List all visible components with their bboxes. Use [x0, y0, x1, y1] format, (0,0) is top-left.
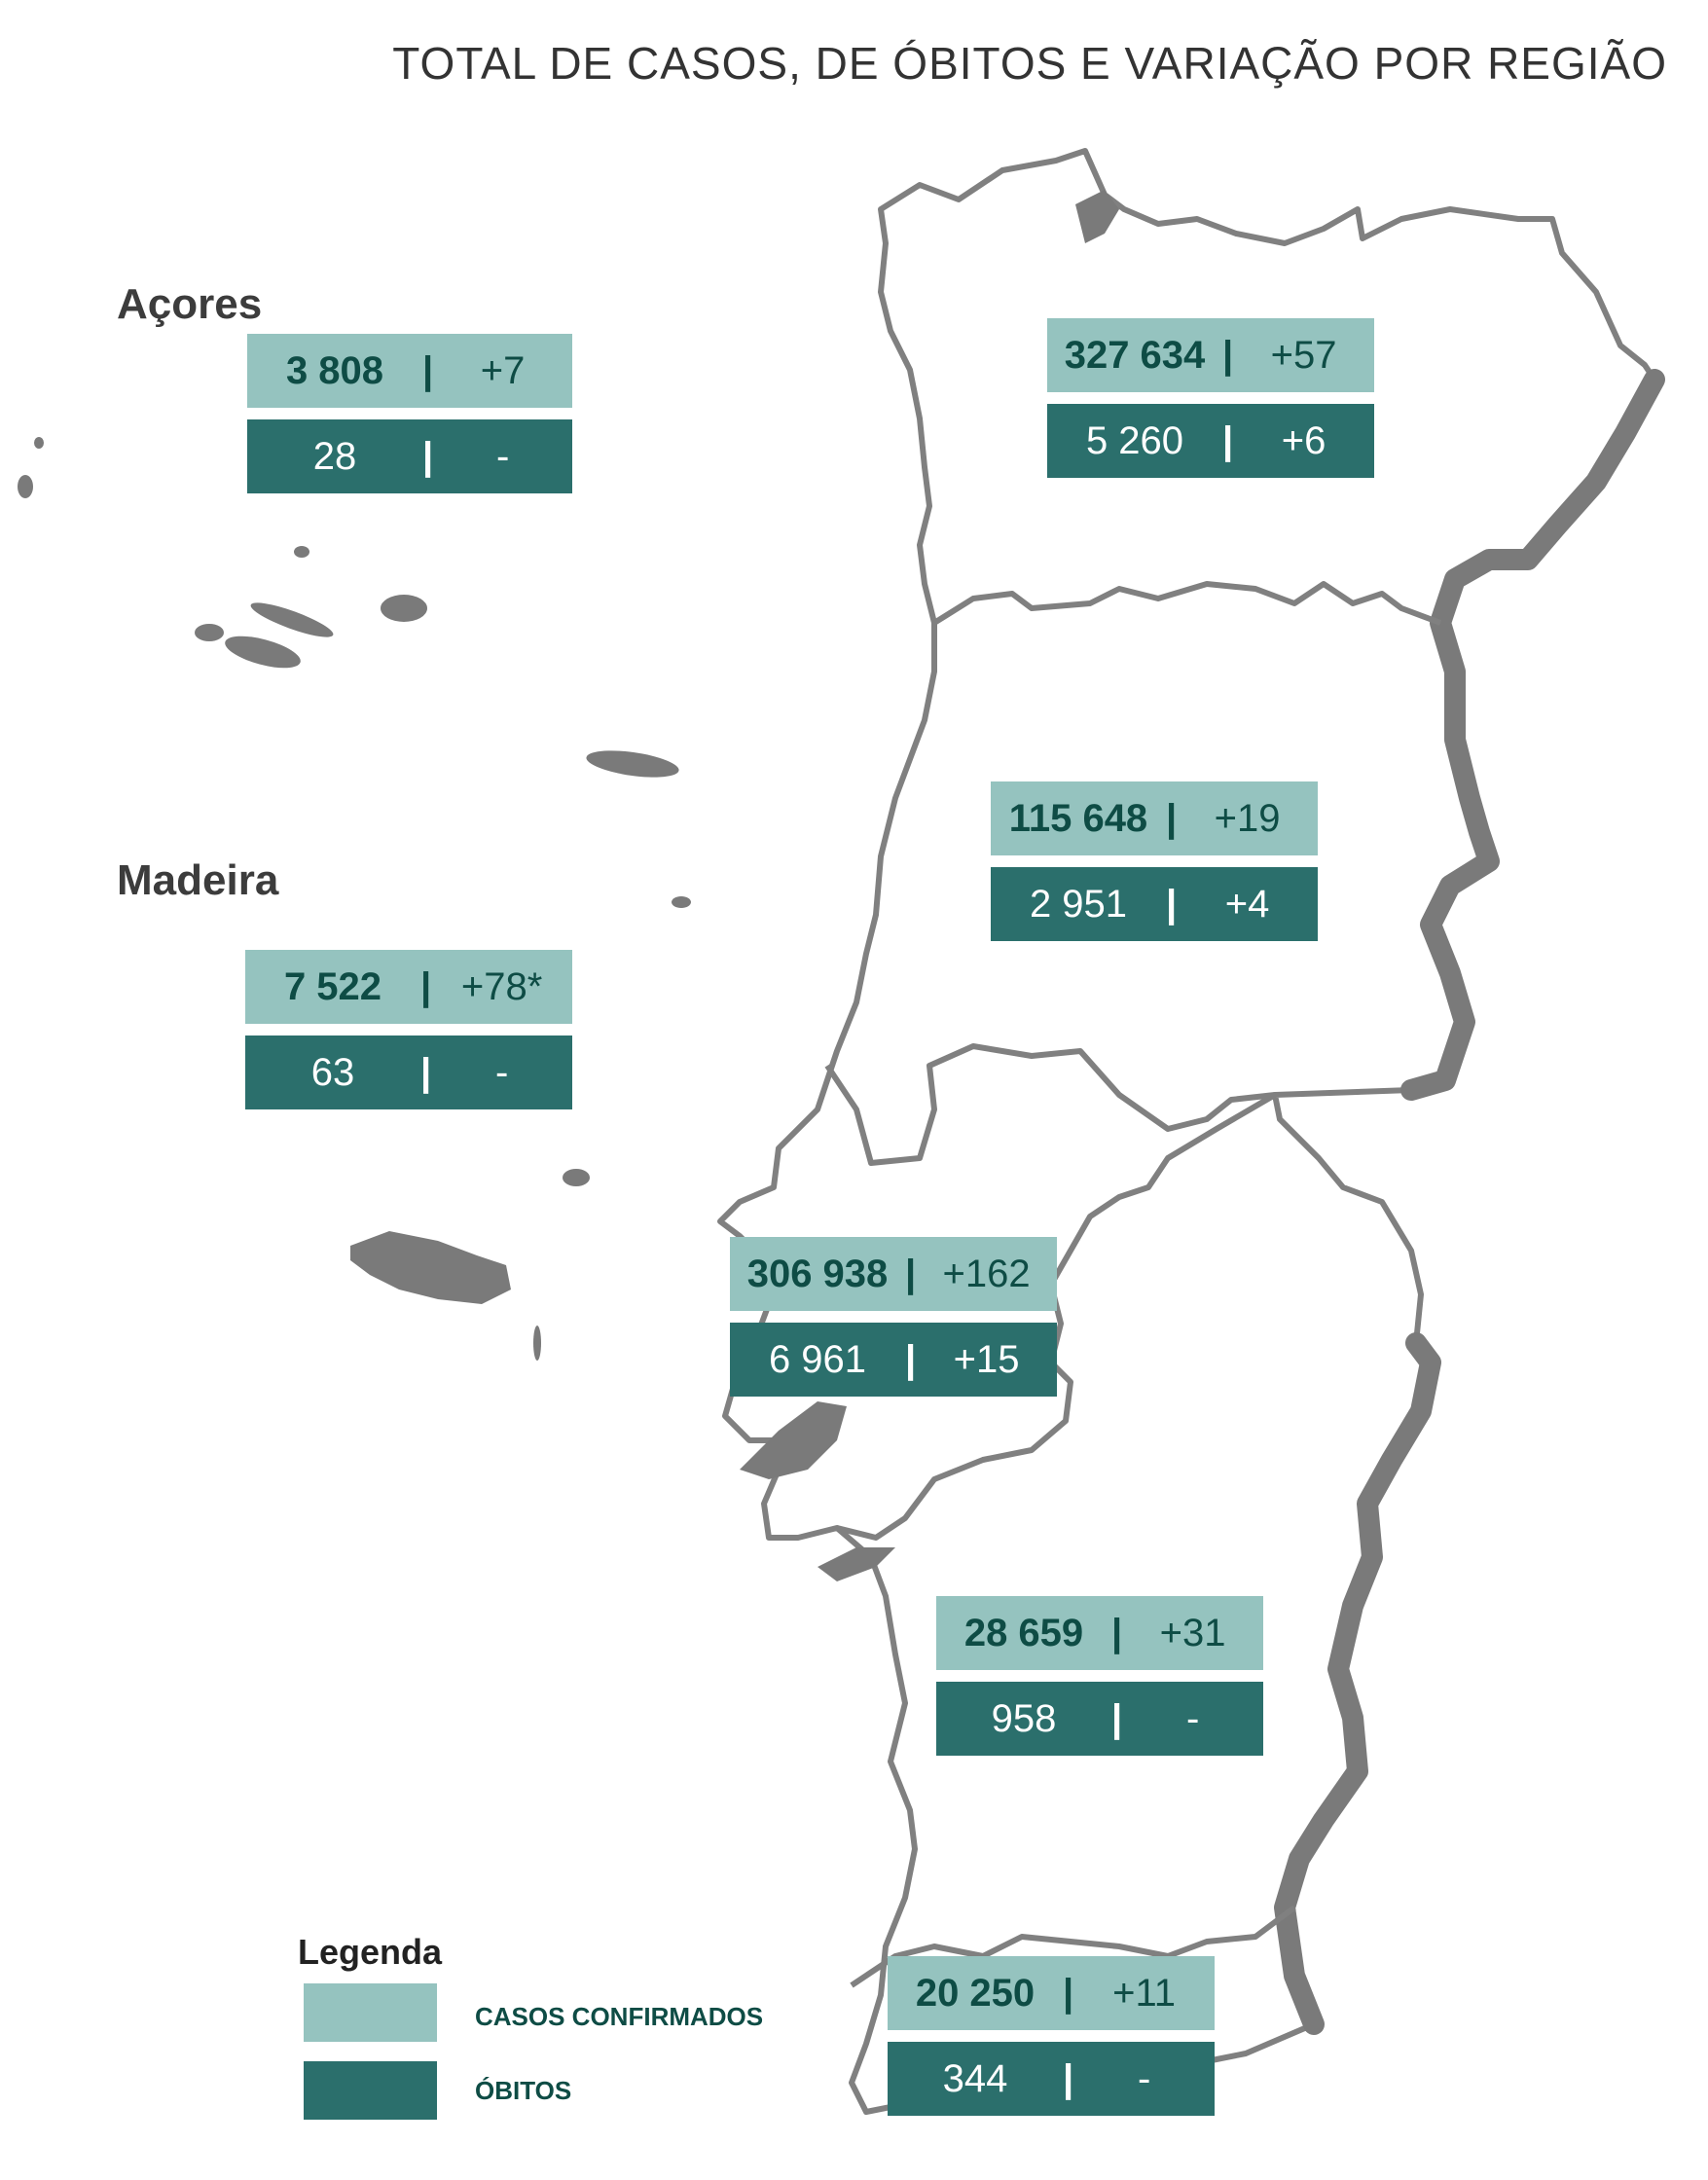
algarve-deaths-change: -: [1137, 2056, 1151, 2100]
separator: |: [1111, 1696, 1123, 1740]
sado-estuary: [818, 1547, 895, 1581]
center-lisbon-boundary: [824, 1043, 1276, 1166]
azores-cases-value: 3 808: [285, 348, 384, 392]
center-cases-change: +19: [1214, 796, 1281, 840]
alentejo-cases-change: +31: [1159, 1611, 1226, 1654]
madeira-label: Madeira: [117, 856, 279, 904]
separator: |: [422, 348, 434, 392]
separator: |: [1222, 333, 1234, 377]
alentejo-cases-box: 28 659 | +31: [936, 1596, 1263, 1670]
alentejo-deaths-value: 958: [991, 1696, 1057, 1740]
legend-cases-swatch: [304, 1983, 437, 2042]
north-deaths-value: 5 260: [1085, 418, 1184, 462]
north-cases-box: 327 634 | +57: [1047, 318, 1374, 392]
madeira-cases-value: 7 522: [283, 964, 382, 1008]
azores-island-faial: [195, 624, 224, 641]
separator: |: [905, 1337, 917, 1381]
algarve-cases-value: 20 250: [915, 1971, 1036, 2015]
legend-deaths-swatch: [304, 2061, 437, 2120]
algarve-deaths-value: 344: [942, 2056, 1008, 2100]
azores-deaths-box: 28 | -: [247, 419, 572, 493]
lisbon-cases-box: 306 938 | +162: [730, 1237, 1057, 1311]
alentejo-cases-value: 28 659: [963, 1611, 1084, 1654]
center-cases-value: 115 648: [1008, 796, 1148, 840]
separator: |: [1063, 2056, 1074, 2100]
spain-border: [1274, 369, 1665, 2035]
center-deaths-value: 2 951: [1029, 882, 1128, 926]
algarve-cases-change: +11: [1112, 1971, 1177, 2015]
map-title: TOTAL DE CASOS, DE ÓBITOS E VARIAÇÃO POR…: [392, 38, 1667, 89]
madeira-island-desertas: [533, 1326, 541, 1361]
alentejo-deaths-change: -: [1185, 1696, 1200, 1740]
lisbon-cases-change: +162: [942, 1252, 1031, 1295]
azores-island-corvo: [34, 437, 44, 449]
azores-deaths-value: 28: [312, 434, 357, 478]
madeira-deaths-box: 63 | -: [245, 1036, 572, 1109]
separator: |: [420, 1050, 432, 1094]
azores-label: Açores: [117, 280, 263, 328]
madeira-deaths-change: -: [494, 1050, 509, 1094]
legend-title: Legenda: [298, 1932, 443, 1972]
azores-island-graciosa: [294, 546, 309, 558]
lisbon-deaths-change: +15: [953, 1337, 1020, 1381]
madeira-cases-change: +78*: [460, 964, 543, 1008]
minho-river: [1075, 190, 1119, 243]
azores-cases-change: +7: [480, 348, 526, 392]
north-deaths-box: 5 260 | +6: [1047, 404, 1374, 478]
azores-island-terceira: [381, 595, 427, 622]
azores-island-sao-miguel: [586, 750, 679, 778]
center-cases-box: 115 648 | +19: [991, 781, 1318, 855]
lisbon-deaths-box: 6 961 | +15: [730, 1323, 1057, 1397]
azores-deaths-change: -: [495, 434, 510, 478]
separator: |: [420, 964, 432, 1008]
azores-island-pico: [225, 636, 301, 669]
separator: |: [1166, 882, 1178, 926]
center-deaths-change: +4: [1224, 882, 1270, 926]
madeira-island-madeira: [350, 1231, 511, 1304]
separator: |: [905, 1252, 917, 1295]
lisbon-cases-value: 306 938: [746, 1252, 889, 1295]
separator: |: [1111, 1611, 1123, 1654]
alentejo-algarve-boundary: [850, 1905, 1296, 1988]
separator: |: [1063, 1971, 1074, 2015]
tagus-estuary: [740, 1401, 847, 1479]
azores-island-flores: [18, 475, 33, 498]
lisbon-deaths-value: 6 961: [768, 1337, 867, 1381]
north-cases-change: +57: [1270, 333, 1337, 377]
separator: |: [422, 434, 434, 478]
separator: |: [1166, 796, 1178, 840]
legend-cases-label: CASOS CONFIRMADOS: [475, 2002, 764, 2031]
azores-island-santa-maria: [672, 896, 691, 908]
madeira-deaths-value: 63: [310, 1050, 355, 1094]
madeira-cases-box: 7 522 | +78*: [245, 950, 572, 1024]
madeira-island-porto-santo: [563, 1169, 590, 1186]
azores-cases-box: 3 808 | +7: [247, 334, 572, 408]
azores-island-sao-jorge: [250, 602, 334, 637]
separator: |: [1222, 418, 1234, 462]
center-deaths-box: 2 951 | +4: [991, 867, 1318, 941]
north-cases-value: 327 634: [1064, 333, 1206, 377]
algarve-deaths-box: 344 | -: [888, 2042, 1215, 2116]
algarve-cases-box: 20 250 | +11: [888, 1956, 1215, 2030]
legend-deaths-label: ÓBITOS: [475, 2076, 572, 2105]
north-deaths-change: +6: [1281, 418, 1326, 462]
alentejo-deaths-box: 958 | -: [936, 1682, 1263, 1756]
north-center-boundary: [932, 581, 1442, 626]
